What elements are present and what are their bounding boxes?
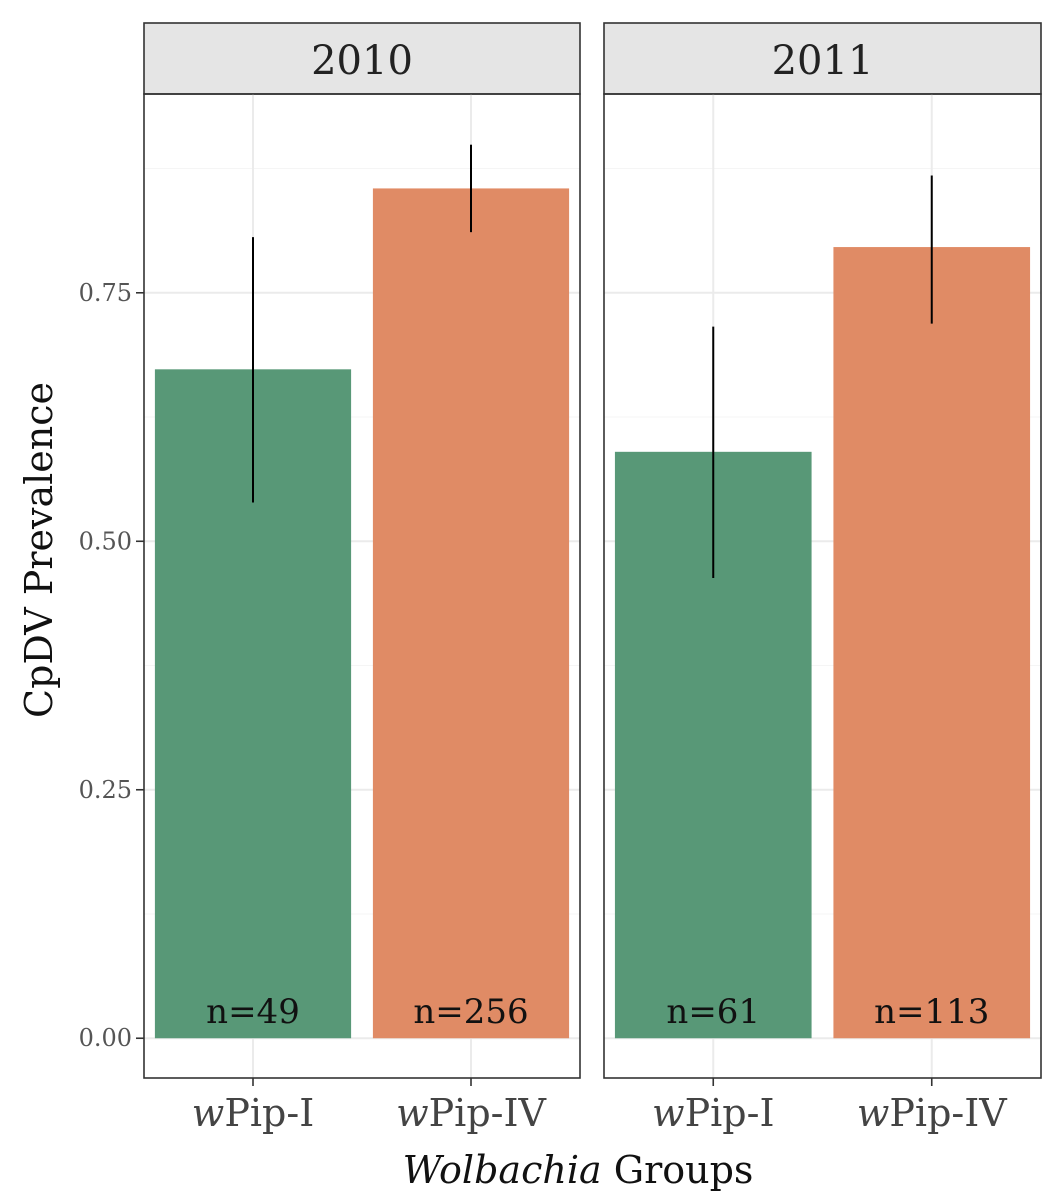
n-label: n=113 bbox=[874, 992, 989, 1032]
panel-strip bbox=[143, 22, 581, 95]
x-axis-title-rest: Groups bbox=[602, 1148, 754, 1192]
panel-2011: 2011 n=61 n=113 bbox=[603, 22, 1042, 1079]
x-tick-label-suffix: Pip-I bbox=[685, 1091, 775, 1135]
x-tick-label-prefix: w bbox=[192, 1091, 225, 1135]
x-tick-label-suffix: Pip-IV bbox=[429, 1091, 547, 1135]
panel-border bbox=[143, 93, 581, 1079]
x-tick-label-prefix: w bbox=[396, 1091, 429, 1135]
x-tick-label-suffix: Pip-I bbox=[224, 1091, 314, 1135]
x-axis-title: Wolbachia Groups bbox=[403, 1148, 754, 1192]
y-tick-label: 0.50 bbox=[79, 527, 132, 555]
panel-strip bbox=[603, 22, 1042, 95]
n-label: n=61 bbox=[666, 992, 760, 1032]
n-label: n=49 bbox=[206, 992, 300, 1032]
y-tick-label: 0.75 bbox=[79, 279, 132, 307]
panel-strip-label: 2010 bbox=[311, 38, 413, 84]
x-tick-label-prefix: w bbox=[652, 1091, 685, 1135]
x-tick-label-suffix: Pip-IV bbox=[889, 1091, 1007, 1135]
bar bbox=[833, 247, 1031, 1039]
n-label: n=256 bbox=[413, 992, 528, 1032]
y-tick-label: 0.25 bbox=[79, 776, 132, 804]
y-axis-title: CpDV Prevalence bbox=[17, 382, 61, 718]
y-tick-label: 0.00 bbox=[79, 1024, 132, 1052]
x-tick-label: wPip-I bbox=[652, 1091, 774, 1135]
panels: 2010 n=49 n=256 2011 n=61 n=113 bbox=[143, 22, 1042, 1079]
x-axis: wPip-I wPip-IV wPip-I wPip-IV bbox=[192, 1078, 1007, 1135]
bar bbox=[372, 188, 570, 1039]
panel-strip-label: 2011 bbox=[772, 38, 874, 84]
x-tick-label: wPip-IV bbox=[857, 1091, 1007, 1135]
x-tick-label: wPip-IV bbox=[396, 1091, 546, 1135]
x-axis-title-italic: Wolbachia bbox=[403, 1148, 602, 1192]
panel-2010: 2010 n=49 n=256 bbox=[143, 22, 581, 1079]
panel-border bbox=[603, 93, 1042, 1079]
x-tick-label: wPip-I bbox=[192, 1091, 314, 1135]
x-tick-label-prefix: w bbox=[857, 1091, 890, 1135]
y-axis: 0.00 0.25 0.50 0.75 bbox=[79, 279, 144, 1052]
